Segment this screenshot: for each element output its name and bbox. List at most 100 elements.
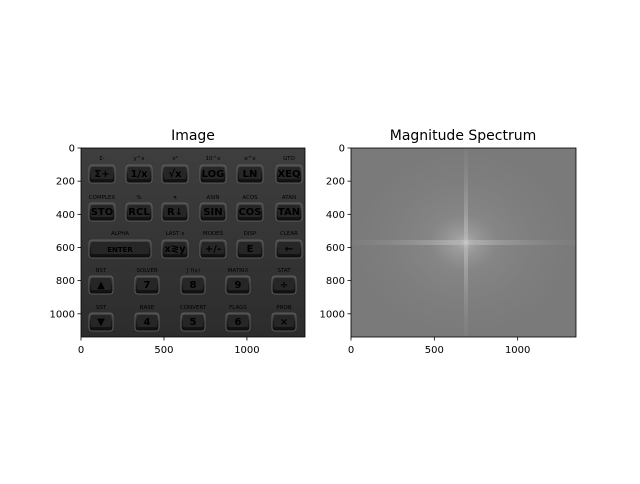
- calculator-key: 6: [225, 312, 251, 332]
- key-shift-label: ASIN: [207, 195, 220, 201]
- calculator-key-label: ▲: [97, 280, 105, 291]
- calculator-key-label: 6: [235, 317, 242, 328]
- key-shift-label: CONVERT: [180, 305, 207, 311]
- calculator-key: ←: [275, 239, 303, 259]
- spectrum-ytick-label: 200: [326, 177, 345, 188]
- image-ytick-label: 400: [56, 210, 75, 221]
- spectrum-ytick-label: 400: [326, 210, 345, 221]
- image-title: Image: [171, 128, 215, 144]
- key-shift-label: 10^x: [206, 156, 222, 162]
- key-shift-label: MATRIX: [228, 268, 249, 274]
- calculator-key: STO: [88, 202, 116, 222]
- key-shift-label: Σ-: [99, 156, 104, 162]
- key-shift-label: FLAGS: [229, 305, 247, 311]
- spectrum-xtick-label: 500: [425, 345, 444, 356]
- key-shift-label: BST: [96, 268, 107, 274]
- calculator-key-label: 9: [235, 280, 242, 291]
- image-ytick-label: 1000: [50, 309, 75, 320]
- calculator-key: LN: [236, 164, 264, 184]
- calculator-key-label: E: [247, 244, 254, 255]
- image-xtick-label: 0: [78, 345, 84, 356]
- spectrum-title: Magnitude Spectrum: [390, 128, 536, 144]
- calculator-key: R↓: [161, 202, 189, 222]
- calculator-key: 8: [180, 275, 206, 295]
- spectrum-xtick-label: 0: [348, 345, 354, 356]
- image-ytick: 200: [56, 177, 81, 188]
- calculator-key-label: SIN: [203, 207, 222, 218]
- calculator-key-label: √x: [168, 168, 182, 180]
- spectrum-ytick-label: 800: [326, 276, 345, 287]
- calculator-key-label: XEQ: [277, 169, 300, 180]
- spectrum-ytick: 200: [326, 177, 351, 188]
- image-axes: 0 500 1000 0 200 400 600 800 1000: [50, 144, 260, 357]
- spectrum-ytick: 800: [326, 276, 351, 287]
- calculator-key: TAN: [275, 202, 303, 222]
- spectrum-ytick-label: 0: [339, 144, 345, 155]
- image-ytick: 1000: [50, 309, 81, 320]
- calculator-key-label: R↓: [167, 207, 183, 218]
- key-shift-label: SOLVER: [136, 268, 158, 274]
- image-panel: Image Σ-y^x x² 10^x e^x GTO Σ+ 1/x √x LOG LN XEQ CO…: [50, 128, 306, 357]
- calculator-key: XEQ: [275, 164, 303, 184]
- image-xtick: 1000: [234, 337, 260, 356]
- calculator-key: ×: [271, 312, 297, 332]
- spectrum-panel: Magnitude Spectrum 0 500 1000 0 200 400 600 800…: [320, 128, 577, 356]
- key-shift-label: ∫ f(x): [186, 268, 200, 274]
- spectrum-xtick: 1000: [505, 337, 530, 356]
- key-shift-label: GTO: [283, 156, 295, 162]
- image-xtick-label: 1000: [234, 345, 259, 356]
- image-ytick-label: 200: [56, 177, 75, 188]
- spectrum-ytick: 600: [326, 243, 351, 254]
- calculator-key: RCL: [125, 202, 153, 222]
- key-shift-label: STAT: [277, 268, 291, 274]
- key-shift-label: COMPLEX: [89, 195, 116, 201]
- key-shift-label: CLEAR: [280, 231, 298, 237]
- image-ytick: 800: [56, 276, 81, 287]
- calculator-key: +/-: [199, 239, 227, 259]
- calculator-key-label: TAN: [278, 207, 300, 218]
- image-ytick-label: 800: [56, 276, 75, 287]
- calculator-key-label: ▼: [97, 317, 105, 328]
- calculator-key: ÷: [271, 275, 297, 295]
- calculator-key: ENTER: [88, 239, 152, 259]
- key-shift-label: DISP: [244, 231, 257, 237]
- key-shift-label: BASE: [140, 305, 155, 311]
- calculator-key-label: 7: [144, 280, 151, 291]
- key-shift-label: PROB: [276, 305, 291, 311]
- calculator-key-label: 5: [190, 317, 197, 328]
- calculator-key: √x: [161, 164, 189, 184]
- calculator-key: ▼: [88, 312, 114, 332]
- spectrum-ytick-label: 600: [326, 243, 345, 254]
- calculator-key: Σ+: [88, 164, 116, 184]
- calculator-key-label: COS: [238, 207, 261, 218]
- calculator-key: x≷y: [161, 239, 189, 259]
- calculator-key-label: Σ+: [94, 169, 109, 180]
- key-shift-label: e^x: [244, 156, 256, 162]
- image-xtick-label: 500: [154, 345, 173, 356]
- calculator-key: LOG: [199, 164, 227, 184]
- calculator-key-label: LOG: [202, 169, 225, 180]
- calculator-key: 5: [180, 312, 206, 332]
- spectrum-dc-peak: [452, 228, 480, 257]
- calculator-key: 4: [134, 312, 160, 332]
- calculator-key-label: ÷: [280, 280, 288, 291]
- calculator-key: 1/x: [125, 164, 153, 184]
- calculator-key-label: RCL: [128, 207, 150, 218]
- key-shift-label: ATAN: [282, 195, 296, 201]
- spectrum-ytick: 0: [339, 144, 351, 155]
- image-ytick: 400: [56, 210, 81, 221]
- key-shift-label: x²: [172, 155, 177, 162]
- key-shift-label: LAST x: [166, 231, 186, 237]
- key-shift-label: ACOS: [242, 195, 258, 201]
- spectrum-ytick: 400: [326, 210, 351, 221]
- calculator-key-label: ←: [285, 244, 293, 255]
- spectrum-xtick: 500: [425, 337, 444, 356]
- key-shift-label: ALPHA: [111, 231, 129, 237]
- calculator-key-label: ×: [280, 317, 288, 328]
- calculator-key: SIN: [199, 202, 227, 222]
- spectrum-ytick: 1000: [320, 309, 351, 320]
- calculator-key-label: x≷y: [164, 244, 186, 255]
- calculator-key-label: 1/x: [130, 169, 148, 180]
- spectrum-ytick-label: 1000: [320, 309, 345, 320]
